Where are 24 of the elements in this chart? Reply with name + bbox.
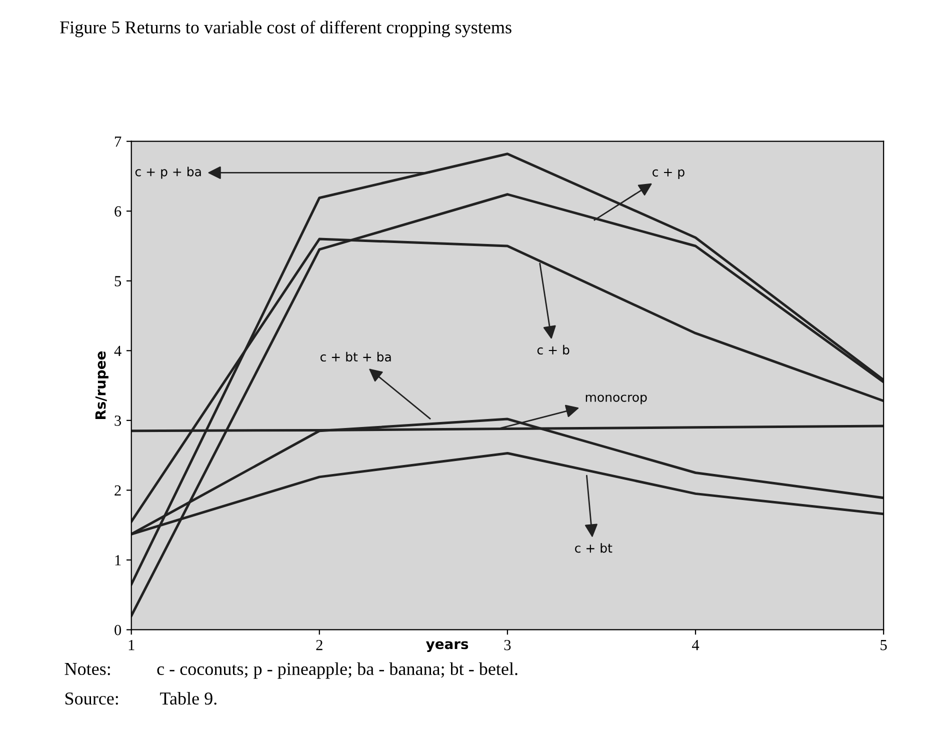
- chart-title: Figure 5 Returns to variable cost of different cropping systems: [60, 20, 512, 38]
- annotation: c + p + ba: [135, 166, 201, 179]
- y-tick-label: 0: [114, 624, 122, 636]
- annotation: c + bt + ba: [320, 352, 391, 362]
- y-tick-label: 5: [114, 276, 122, 286]
- source-note: Source: Table 9.: [65, 692, 216, 705]
- y-tick-label: 4: [114, 346, 122, 356]
- x-axis-title: years: [426, 641, 468, 652]
- annotation: c + b: [537, 344, 570, 355]
- annotation: c + p: [652, 168, 684, 180]
- y-tick-label: 1: [115, 555, 121, 566]
- x-tick-label: 2: [316, 640, 322, 650]
- y-tick-label: 3: [114, 416, 122, 426]
- x-tick-label: 3: [504, 640, 511, 650]
- annotation: monocrop: [586, 394, 647, 404]
- y-tick-label: 7: [115, 136, 122, 147]
- y-tick-label: 6: [114, 206, 122, 217]
- x-tick-label: 1: [128, 640, 134, 650]
- y-axis-title: Rs/rupee: [95, 351, 108, 420]
- annotation: c + bt: [575, 543, 612, 553]
- x-tick-label: 5: [880, 640, 887, 650]
- y-tick-label: 2: [114, 485, 121, 496]
- text: Notes: c - coconuts; p - pineapple; ba - banana; bt - betel.: [64, 662, 518, 679]
- x-tick-label: 4: [692, 640, 700, 650]
